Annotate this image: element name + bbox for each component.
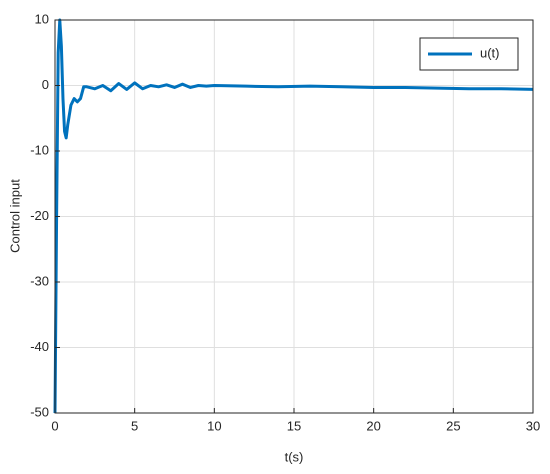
x-tick-label: 25 (446, 418, 460, 433)
y-tick-label: 10 (35, 11, 49, 26)
y-tick-label: 0 (42, 77, 49, 92)
y-tick-label: -40 (30, 339, 49, 354)
y-tick-label: -10 (30, 142, 49, 157)
x-axis-label: t(s) (285, 449, 304, 464)
x-tick-label: 5 (131, 418, 138, 433)
data-line (53, 18, 534, 414)
legend-label: u(t) (480, 45, 500, 60)
y-tick-label: -30 (30, 273, 49, 288)
y-axis-label: Control input (7, 179, 22, 253)
y-tick-label: -20 (30, 208, 49, 223)
x-tick-label: 10 (207, 418, 221, 433)
x-tick-label: 15 (287, 418, 301, 433)
x-tick-label: 0 (51, 418, 58, 433)
y-tick-label: -50 (30, 404, 49, 419)
x-tick-label: 30 (526, 418, 540, 433)
x-tick-label: 20 (366, 418, 380, 433)
